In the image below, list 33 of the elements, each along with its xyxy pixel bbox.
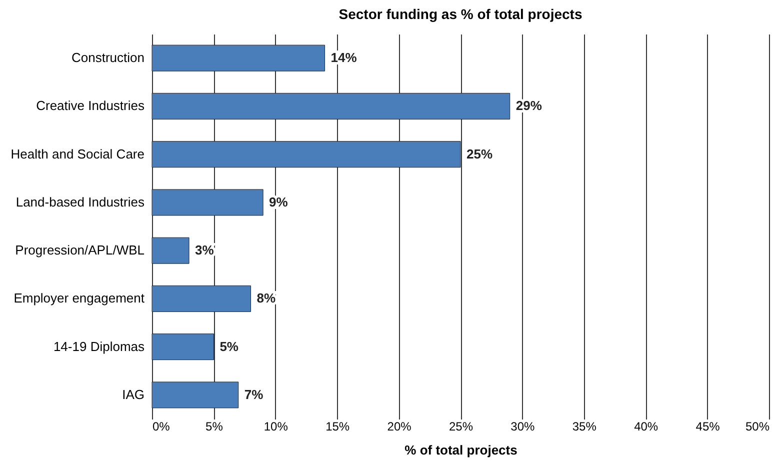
- y-tick-label: Land-based Industries: [16, 194, 145, 210]
- data-label: 3%: [195, 242, 214, 258]
- x-tick-label: 30%: [510, 420, 536, 434]
- data-label: 25%: [466, 146, 493, 162]
- x-tick-label: 20%: [387, 420, 412, 434]
- bar: [152, 189, 264, 216]
- chart-title: Sector funding as % of total projects: [338, 6, 582, 22]
- y-tick-label: Employer engagement: [14, 290, 145, 306]
- bar: [152, 44, 326, 72]
- y-tick-label: 14-19 Diplomas: [53, 338, 145, 354]
- x-tick-label: 40%: [634, 420, 658, 434]
- x-axis-title: % of total projects: [404, 442, 518, 458]
- x-tick-label: 5%: [206, 420, 224, 434]
- y-tick-label: Creative Industries: [36, 98, 145, 114]
- bar: [152, 92, 510, 120]
- x-tick-label: 10%: [264, 420, 288, 434]
- bar: [152, 285, 251, 312]
- bar: [152, 141, 461, 168]
- bar: [152, 237, 190, 264]
- y-tick-label: Health and Social Care: [10, 146, 144, 162]
- x-tick-label: 35%: [572, 420, 597, 434]
- data-label: 5%: [220, 338, 239, 354]
- bar: [152, 382, 239, 408]
- x-tick-label: 0%: [152, 420, 170, 434]
- y-tick-label: Construction: [72, 50, 144, 66]
- x-tick-label: 50%: [745, 420, 770, 434]
- data-label: 7%: [244, 386, 264, 402]
- x-tick-label: 45%: [696, 420, 720, 434]
- y-tick-label: Progression/APL/WBL: [15, 242, 144, 258]
- bar: [152, 334, 214, 360]
- x-tick-label: 25%: [448, 420, 474, 434]
- y-tick-label: IAG: [122, 386, 144, 402]
- x-tick-label: 15%: [326, 420, 350, 434]
